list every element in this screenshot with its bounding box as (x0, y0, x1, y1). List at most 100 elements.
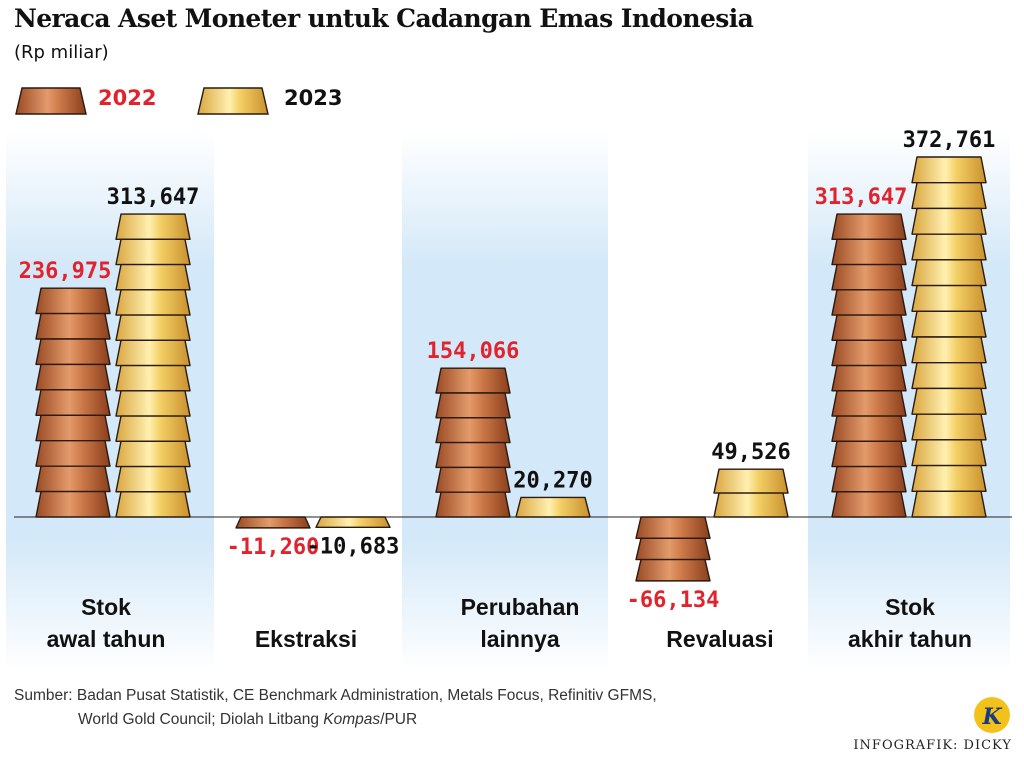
source-note: Sumber: Badan Pusat Statistik, CE Benchm… (14, 684, 657, 732)
bar-slab (115, 465, 191, 493)
bar-slab (115, 314, 191, 342)
bar-2023-2 (515, 496, 591, 518)
bar-slab (435, 367, 511, 394)
bar-slab (235, 516, 311, 529)
bar-slab (115, 289, 191, 316)
bar-slab (435, 417, 511, 444)
legend-swatch-2023 (197, 87, 269, 115)
bar-slab (315, 516, 391, 529)
chart-title: Neraca Aset Moneter untuk Cadangan Emas … (14, 4, 754, 33)
bar-slab (911, 182, 987, 210)
bar-slab (831, 238, 907, 266)
bar-slab (911, 259, 987, 287)
bar-slab (115, 263, 191, 291)
category-label-2: lainnya (480, 626, 559, 652)
bar-slab (35, 414, 111, 442)
legend-swatch-2022 (15, 87, 87, 115)
bar-slab (115, 213, 191, 241)
bar-slab (635, 537, 711, 561)
kompas-logo-icon (974, 697, 1010, 733)
bar-slab (35, 312, 111, 340)
category-label-1: Ekstraksi (255, 626, 357, 652)
source-line-2: World Gold Council; Diolah Litbang Kompa… (78, 711, 418, 728)
value-label-2023-1: -10,683 (307, 534, 400, 559)
category-label-2: Perubahan (461, 594, 580, 620)
value-label-2022-2: 154,066 (427, 339, 520, 364)
bar-2023-1 (315, 516, 391, 529)
bar-slab (911, 310, 987, 338)
bar-slab (115, 339, 191, 367)
bar-slab (911, 336, 987, 364)
bar-slab (831, 339, 907, 367)
bar-slab (911, 362, 987, 390)
bar-slab (911, 207, 987, 235)
bar-slab (911, 387, 987, 415)
category-label-0: awal tahun (47, 626, 166, 652)
bar-slab (35, 465, 111, 493)
bar-slab (435, 491, 511, 518)
bar-2022-2 (435, 367, 511, 518)
bar-slab (35, 363, 111, 391)
category-label-3: Revaluasi (666, 626, 773, 652)
bar-slab (635, 558, 711, 582)
bar-slab (911, 490, 987, 518)
bar-slab (35, 490, 111, 518)
bar-slab (911, 413, 987, 441)
value-label-2023-2: 20,270 (513, 468, 592, 493)
bar-slab (115, 415, 191, 442)
bar-slab (831, 415, 907, 442)
bar-slab (831, 491, 907, 518)
bar-slab (115, 364, 191, 392)
bar-slab (635, 516, 711, 539)
bar-2023-4 (911, 156, 987, 518)
bar-slab (831, 263, 907, 291)
bar-slab (831, 364, 907, 392)
bar-2022-3 (635, 516, 711, 582)
legend-label-2023: 2023 (284, 86, 343, 110)
bar-slab (115, 238, 191, 266)
bar-2023-3 (713, 468, 789, 518)
value-label-2022-4: 313,647 (815, 185, 908, 210)
bar-slab (911, 284, 987, 312)
value-label-2023-3: 49,526 (711, 440, 790, 465)
legend-label-2022: 2022 (98, 86, 157, 110)
category-label-0: Stok (81, 594, 131, 620)
category-label-4: akhir tahun (848, 626, 972, 652)
value-label-2023-0: 313,647 (107, 185, 200, 210)
bar-slab (911, 156, 987, 184)
chart-subtitle: (Rp miliar) (14, 42, 109, 63)
bar-slab (115, 390, 191, 417)
bar-slab (831, 390, 907, 417)
bar-slab (911, 464, 987, 492)
bar-2023-0 (115, 213, 191, 518)
bar-slab (713, 468, 789, 494)
bar-slab (911, 439, 987, 467)
bar-slab (435, 441, 511, 469)
bar-slab (35, 440, 111, 467)
category-label-4: Stok (885, 594, 935, 620)
bar-slab (911, 233, 987, 261)
bar-2022-0 (35, 287, 111, 518)
bar-slab (831, 465, 907, 493)
source-line-1: Sumber: Badan Pusat Statistik, CE Benchm… (14, 687, 657, 704)
value-label-2022-3: -66,134 (627, 588, 720, 613)
bar-slab (35, 389, 111, 416)
value-label-2022-1: -11,260 (227, 535, 320, 560)
bar-slab (35, 287, 111, 315)
bar-2022-1 (235, 516, 311, 529)
bar-slab (435, 466, 511, 493)
bar-2022-4 (831, 213, 907, 518)
bar-slab (515, 496, 591, 518)
infografik-credit: INFOGRAFIK: DICKY (853, 738, 1012, 753)
bar-slab (115, 491, 191, 518)
bar-slab (713, 492, 789, 518)
bar-slab (35, 338, 111, 366)
value-label-2022-0: 236,975 (19, 259, 112, 284)
bar-slab (831, 289, 907, 316)
value-label-2023-4: 372,761 (903, 128, 996, 153)
bar-slab (831, 314, 907, 342)
bar-slab (831, 440, 907, 468)
bar-slab (831, 213, 907, 241)
bar-slab (435, 392, 511, 419)
